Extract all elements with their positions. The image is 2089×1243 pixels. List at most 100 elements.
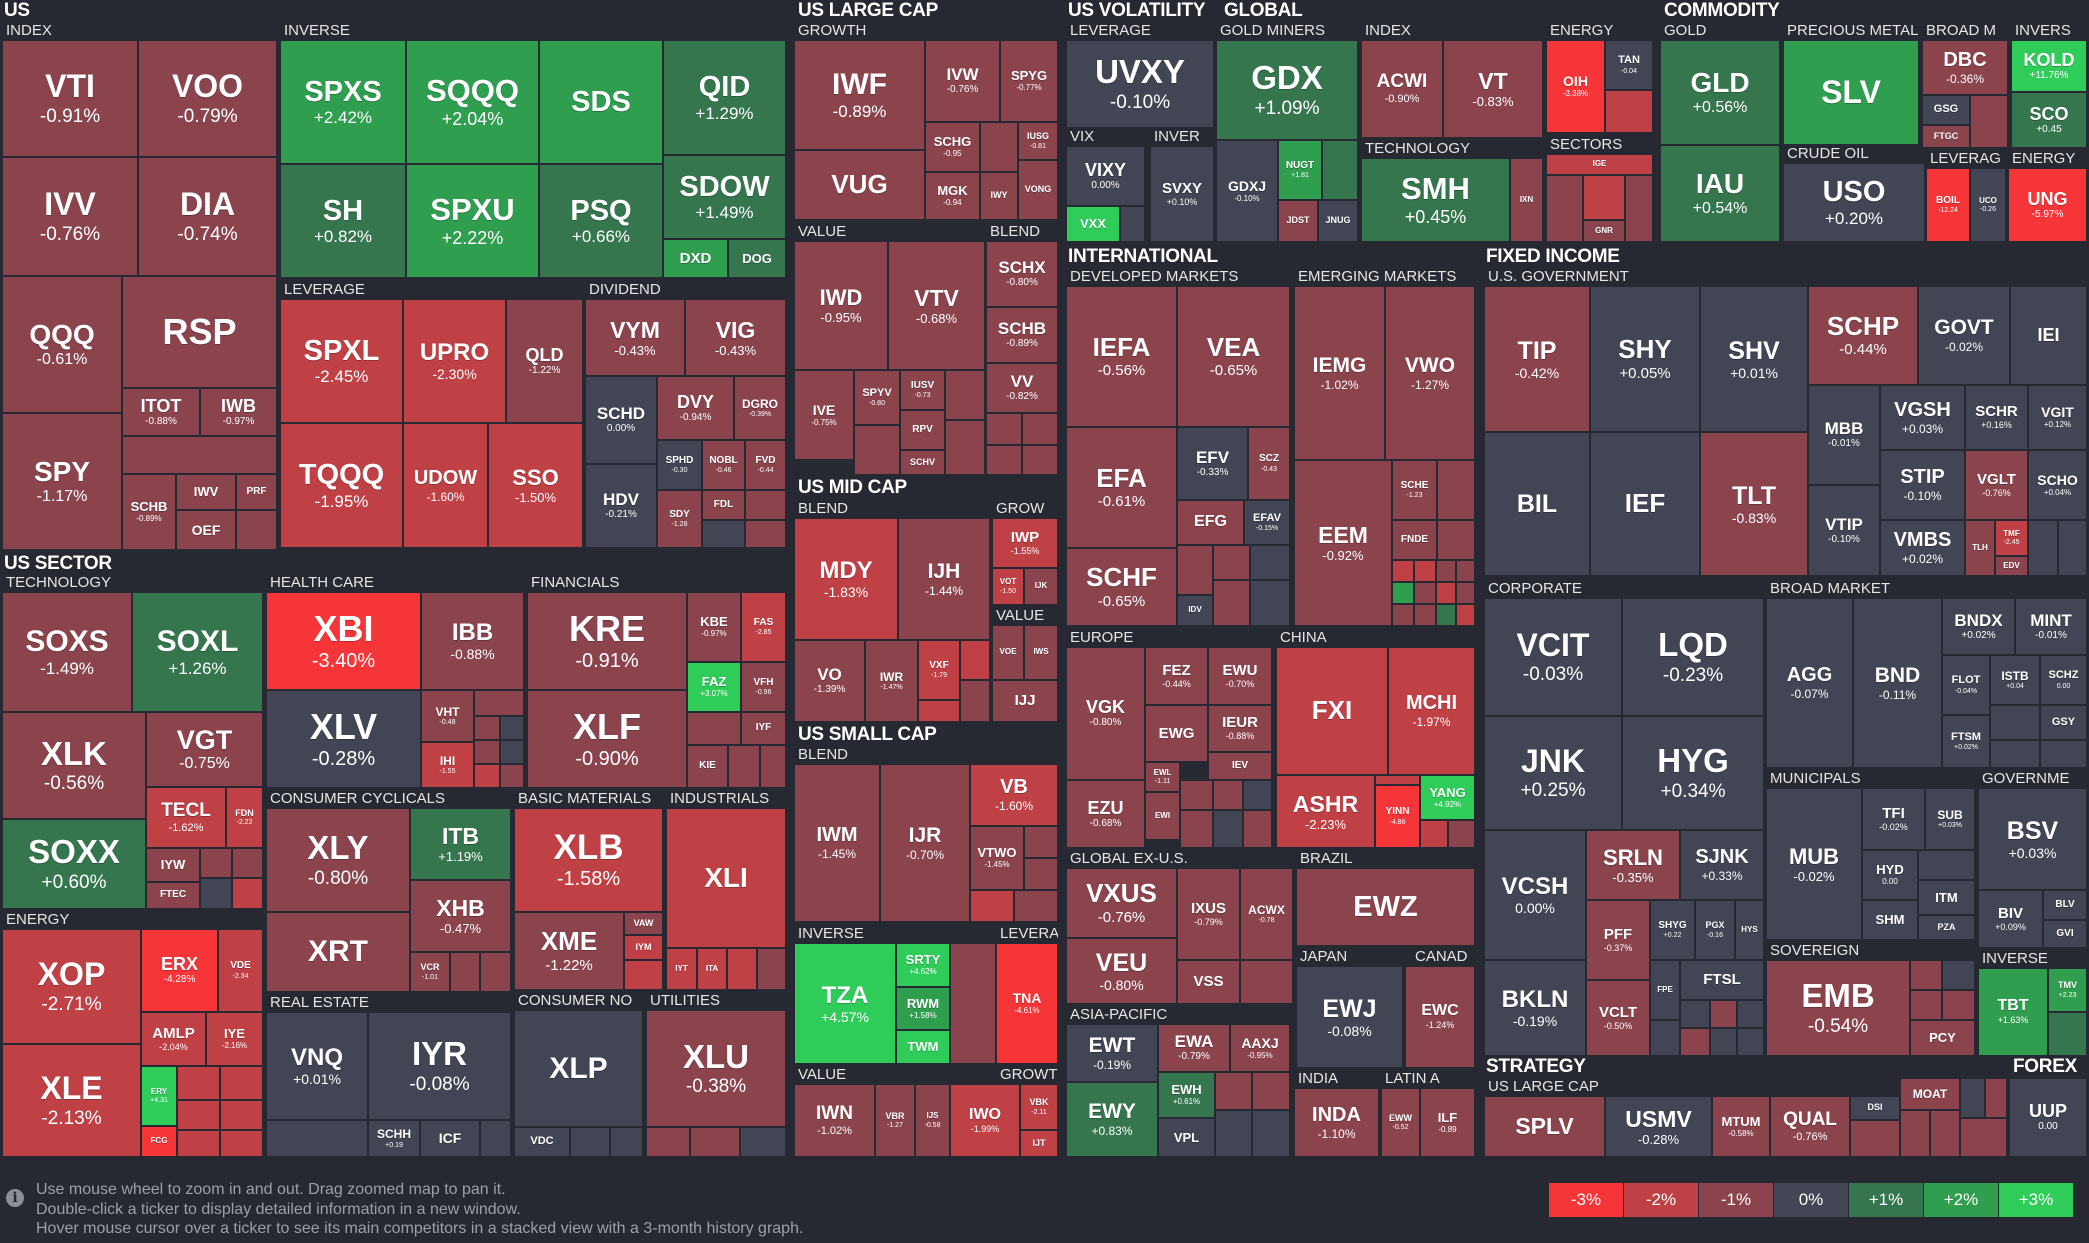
ticker-tile-iefa[interactable]: IEFA -0.56% bbox=[1066, 286, 1177, 427]
ticker-tile-sco[interactable]: SCO +0.45 bbox=[2011, 92, 2087, 148]
ticker-tile-bil[interactable]: BIL bbox=[1484, 432, 1590, 576]
ticker-tile-istb[interactable]: ISTB +0.04 bbox=[1990, 655, 2040, 705]
ticker-tile-pcy[interactable]: PCY bbox=[1910, 1020, 1975, 1056]
ticker-tile-vxx[interactable]: VXX bbox=[1066, 206, 1120, 242]
ticker-tile-vclt[interactable]: VCLT -0.50% bbox=[1586, 980, 1650, 1056]
ticker-tile-ijs[interactable]: IJS -0.58 bbox=[915, 1084, 950, 1157]
ticker-tile-uso[interactable]: USO +0.20% bbox=[1783, 163, 1925, 242]
ticker-tile-amlp[interactable]: AMLP -2.04% bbox=[141, 1012, 206, 1066]
ticker-tile-scz[interactable]: SCZ -0.43 bbox=[1248, 427, 1290, 500]
ticker-tile-xle[interactable]: XLE -2.13% bbox=[2, 1044, 141, 1157]
ticker-tile[interactable] bbox=[1910, 960, 1942, 990]
ticker-tile-dsi[interactable]: DSI bbox=[1850, 1096, 1900, 1120]
ticker-tile-spy[interactable]: SPY -1.17% bbox=[2, 413, 122, 550]
ticker-tile-dvy[interactable]: DVY -0.94% bbox=[657, 376, 734, 440]
ticker-tile[interactable] bbox=[1414, 582, 1436, 604]
ticker-tile-bnd[interactable]: BND -0.11% bbox=[1853, 598, 1942, 768]
ticker-tile-tan[interactable]: TAN -0.04 bbox=[1605, 40, 1653, 90]
ticker-tile-efav[interactable]: EFAV -0.15% bbox=[1244, 500, 1290, 545]
ticker-tile-spxu[interactable]: SPXU +2.22% bbox=[406, 164, 539, 278]
ticker-tile[interactable] bbox=[570, 1127, 610, 1157]
ticker-tile[interactable] bbox=[1437, 460, 1475, 520]
ticker-tile-fvd[interactable]: FVD -0.44 bbox=[745, 440, 786, 490]
ticker-tile[interactable] bbox=[687, 712, 741, 745]
ticker-tile-eww[interactable]: EWW -0.52 bbox=[1381, 1088, 1420, 1157]
ticker-tile[interactable] bbox=[266, 1120, 368, 1157]
ticker-tile[interactable] bbox=[1625, 175, 1653, 242]
ticker-tile-iwy[interactable]: IWY bbox=[980, 172, 1018, 220]
ticker-tile-upro[interactable]: UPRO -2.30% bbox=[403, 299, 506, 423]
ticker-tile-vcit[interactable]: VCIT -0.03% bbox=[1484, 598, 1622, 716]
ticker-tile-emb[interactable]: EMB -0.54% bbox=[1766, 960, 1910, 1056]
ticker-tile-vgk[interactable]: VGK -0.80% bbox=[1066, 647, 1145, 780]
ticker-tile-acwx[interactable]: ACWX -0.78 bbox=[1240, 868, 1293, 960]
ticker-tile-iwm[interactable]: IWM -1.45% bbox=[794, 764, 880, 922]
ticker-tile-qual[interactable]: QUAL -0.76% bbox=[1770, 1096, 1850, 1157]
ticker-tile[interactable] bbox=[1322, 140, 1358, 200]
ticker-tile[interactable] bbox=[646, 1127, 690, 1157]
ticker-tile-vgsh[interactable]: VGSH +0.03% bbox=[1880, 385, 1965, 450]
ticker-tile-ijh[interactable]: IJH -1.44% bbox=[898, 518, 990, 640]
ticker-tile[interactable] bbox=[236, 510, 277, 550]
ticker-tile-ita[interactable]: ITA bbox=[697, 948, 727, 990]
ticker-tile[interactable] bbox=[2028, 520, 2058, 576]
ticker-tile-ewa[interactable]: EWA -0.79% bbox=[1158, 1024, 1230, 1072]
ticker-tile[interactable] bbox=[177, 1100, 220, 1130]
ticker-tile-ewj[interactable]: EWJ -0.08% bbox=[1296, 966, 1403, 1068]
ticker-tile[interactable] bbox=[1240, 960, 1293, 1004]
ticker-tile[interactable] bbox=[1420, 820, 1448, 848]
ticker-tile-efa[interactable]: EFA -0.61% bbox=[1066, 427, 1177, 548]
ticker-tile[interactable] bbox=[1942, 990, 1975, 1020]
ticker-tile-ewy[interactable]: EWY +0.83% bbox=[1066, 1082, 1158, 1157]
ticker-tile-oih[interactable]: OIH -3.38% bbox=[1546, 40, 1605, 133]
ticker-tile-spxs[interactable]: SPXS +2.42% bbox=[280, 40, 406, 164]
ticker-tile[interactable] bbox=[1456, 582, 1475, 604]
ticker-tile-iwo[interactable]: IWO -1.99% bbox=[950, 1084, 1020, 1157]
ticker-tile-shm[interactable]: SHM bbox=[1862, 900, 1918, 940]
ticker-tile-iye[interactable]: IYE -2.16% bbox=[206, 1012, 263, 1066]
ticker-tile-vea[interactable]: VEA -0.65% bbox=[1177, 286, 1290, 427]
ticker-tile[interactable] bbox=[2048, 1012, 2087, 1056]
ticker-tile-vtip[interactable]: VTIP -0.10% bbox=[1808, 485, 1880, 576]
ticker-tile-gsg[interactable]: GSG bbox=[1922, 95, 1970, 125]
ticker-tile-ijt[interactable]: IJT bbox=[1020, 1130, 1058, 1157]
ticker-tile-schf[interactable]: SCHF -0.65% bbox=[1066, 548, 1177, 626]
ticker-tile-xop[interactable]: XOP -2.71% bbox=[2, 929, 141, 1044]
ticker-tile-iyt[interactable]: IYT bbox=[666, 948, 697, 990]
ticker-tile-mub[interactable]: MUB -0.02% bbox=[1766, 788, 1862, 940]
ticker-tile-schr[interactable]: SCHR +0.16% bbox=[1965, 385, 2028, 450]
ticker-tile-iyf[interactable]: IYF bbox=[741, 712, 786, 745]
ticker-tile-pza[interactable]: PZA bbox=[1918, 915, 1975, 940]
ticker-tile-iwn[interactable]: IWN -1.02% bbox=[794, 1084, 875, 1157]
ticker-tile-icf[interactable]: ICF bbox=[420, 1120, 480, 1157]
ticker-tile-vbr[interactable]: VBR -1.27 bbox=[875, 1084, 915, 1157]
ticker-tile-hys[interactable]: HYS bbox=[1735, 900, 1764, 960]
ticker-tile[interactable] bbox=[1990, 705, 2040, 740]
ticker-tile-tbt[interactable]: TBT +1.63% bbox=[1978, 968, 2048, 1056]
ticker-tile[interactable] bbox=[1022, 413, 1058, 445]
ticker-tile[interactable] bbox=[500, 740, 524, 764]
ticker-tile[interactable] bbox=[1024, 826, 1058, 858]
ticker-tile[interactable] bbox=[450, 952, 480, 992]
ticker-tile-schh[interactable]: SCHH +0.19 bbox=[368, 1120, 420, 1157]
ticker-tile[interactable] bbox=[1250, 545, 1290, 580]
ticker-tile[interactable] bbox=[474, 764, 500, 788]
ticker-tile-vbk[interactable]: VBK -2.11 bbox=[1020, 1084, 1058, 1130]
ticker-tile-xrt[interactable]: XRT bbox=[266, 912, 410, 992]
ticker-tile-pgx[interactable]: PGX -0.16 bbox=[1695, 900, 1735, 960]
ticker-tile[interactable] bbox=[1456, 604, 1475, 626]
ticker-tile-tqqq[interactable]: TQQQ -1.95% bbox=[280, 423, 403, 548]
ticker-tile[interactable] bbox=[200, 878, 232, 909]
ticker-tile-ashr[interactable]: ASHR -2.23% bbox=[1276, 775, 1375, 848]
ticker-tile-srty[interactable]: SRTY +4.62% bbox=[896, 943, 950, 987]
ticker-tile-sso[interactable]: SSO -1.50% bbox=[488, 423, 583, 548]
ticker-tile[interactable] bbox=[740, 1127, 786, 1157]
ticker-tile-efg[interactable]: EFG bbox=[1177, 500, 1244, 545]
ticker-tile-nobl[interactable]: NOBL -0.46 bbox=[702, 440, 745, 490]
ticker-tile[interactable] bbox=[1392, 604, 1414, 626]
ticker-tile[interactable] bbox=[854, 425, 900, 475]
ticker-tile-voe[interactable]: VOE bbox=[992, 625, 1024, 680]
ticker-tile-soxs[interactable]: SOXS -1.49% bbox=[2, 592, 132, 712]
ticker-tile-iwd[interactable]: IWD -0.95% bbox=[794, 241, 888, 370]
ticker-tile-shyg[interactable]: SHYG +0.22 bbox=[1650, 900, 1695, 960]
